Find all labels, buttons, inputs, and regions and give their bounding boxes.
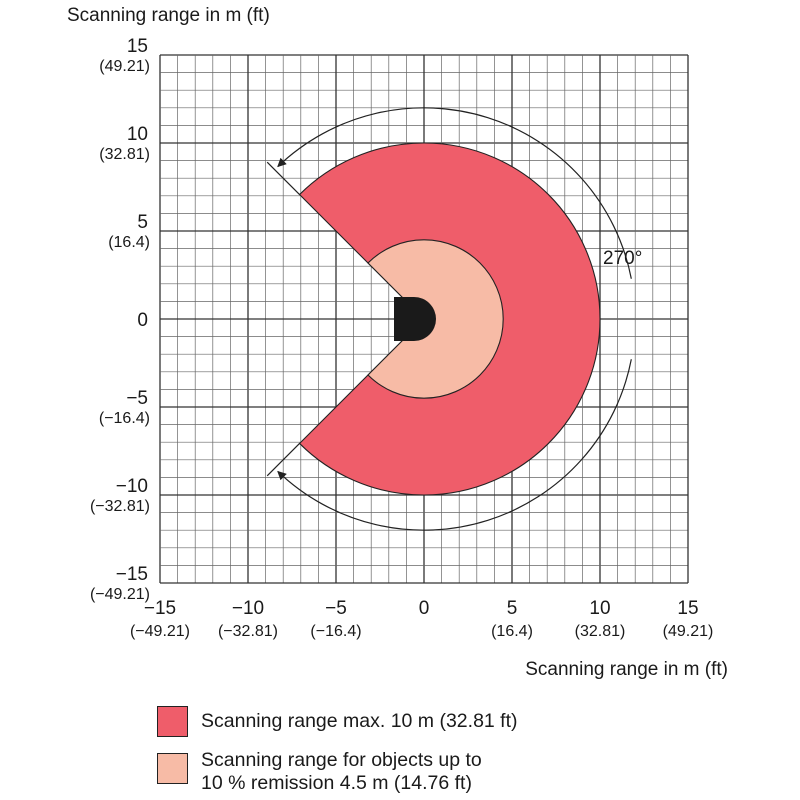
x-tick-label-m: −15 (144, 598, 176, 619)
axis-tick-labels: 15(49.21)10(32.81)5(16.4)0−5(−16.4)−10(−… (90, 36, 713, 640)
x-tick-label-m: 0 (419, 598, 430, 619)
legend-swatch-remission-range (157, 753, 188, 784)
y-tick-label-ft: (32.81) (99, 146, 150, 163)
legend-item-max-range: Scanning range max. 10 m (32.81 ft) (157, 706, 518, 737)
x-tick-label-m: −10 (232, 598, 264, 619)
y-tick-label-ft: (−49.21) (90, 586, 150, 603)
legend-label-max-range: Scanning range max. 10 m (32.81 ft) (201, 710, 518, 732)
x-tick-label-ft: (32.81) (575, 623, 626, 640)
y-tick-label-ft: (−32.81) (90, 498, 150, 515)
x-tick-label-m: 10 (589, 598, 610, 619)
scanner-device-icon (394, 297, 436, 341)
x-tick-label-ft: (−16.4) (310, 623, 361, 640)
y-tick-label-ft: (16.4) (108, 234, 150, 251)
y-tick-label-m: −15 (116, 564, 148, 585)
x-tick-label-m: −5 (325, 598, 347, 619)
y-tick-label-m: 5 (137, 212, 148, 233)
y-axis-title: Scanning range in m (ft) (67, 5, 270, 26)
y-tick-label-ft: (49.21) (99, 58, 150, 75)
angle-arc-lower (277, 359, 632, 531)
y-tick-label-m: 10 (127, 124, 148, 145)
angle-annotation: 270° (266, 107, 642, 531)
aperture-boundary-upper (266, 161, 300, 195)
legend-swatch-max-range (157, 706, 188, 737)
legend-label-remission-range: Scanning range for objects up to 10 % re… (201, 749, 482, 794)
legend-item-remission-range: Scanning range for objects up to 10 % re… (157, 749, 482, 795)
aperture-boundary-lower (266, 443, 300, 477)
range-zones (298, 142, 601, 496)
x-tick-label-ft: (16.4) (491, 623, 533, 640)
y-tick-label-m: −5 (126, 388, 148, 409)
y-tick-label-m: 0 (137, 310, 148, 331)
x-tick-label-ft: (−32.81) (218, 623, 278, 640)
x-tick-label-m: 5 (507, 598, 518, 619)
y-tick-label-m: 15 (127, 36, 148, 57)
x-tick-label-ft: (−49.21) (130, 623, 190, 640)
x-tick-label-m: 15 (677, 598, 698, 619)
angle-label: 270° (603, 248, 642, 269)
angle-arc-upper (277, 107, 632, 279)
x-axis-title: Scanning range in m (ft) (525, 659, 728, 680)
y-tick-label-ft: (−16.4) (99, 410, 150, 427)
y-tick-label-m: −10 (116, 476, 148, 497)
x-tick-label-ft: (49.21) (663, 623, 714, 640)
